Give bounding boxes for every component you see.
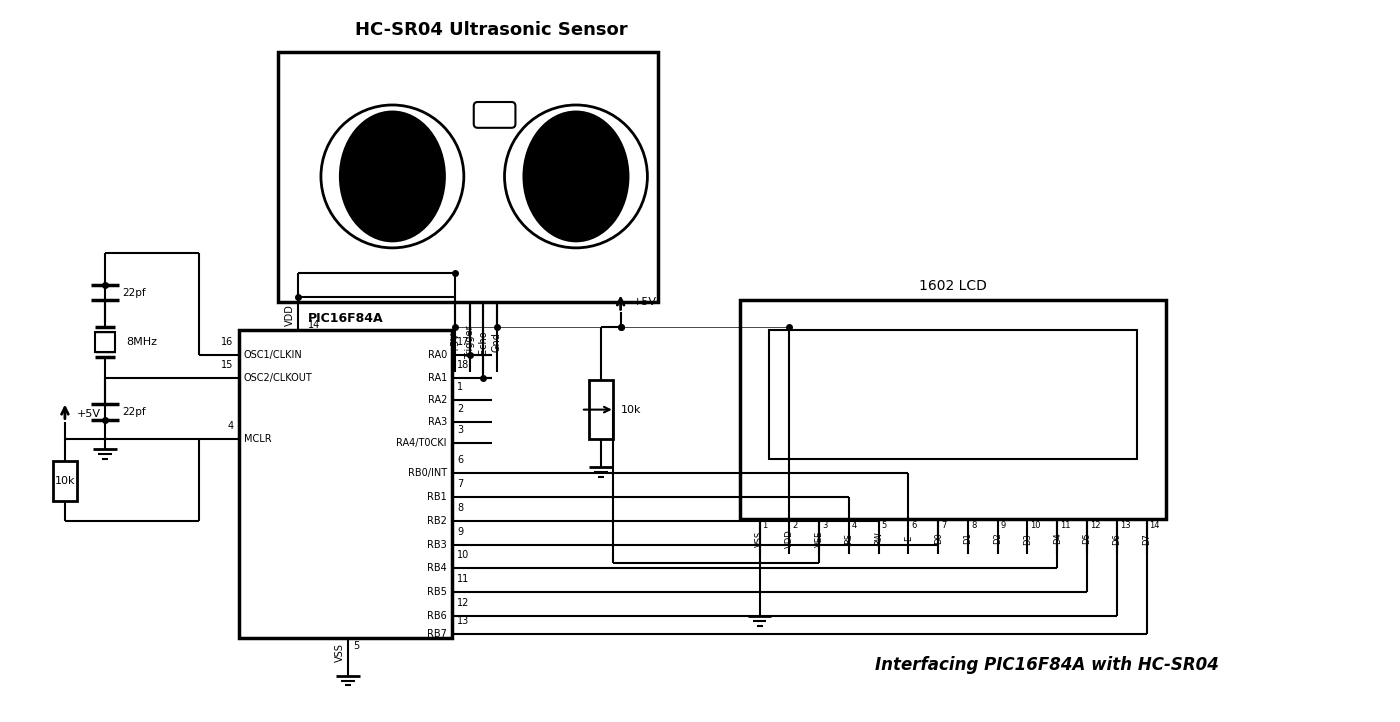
- Text: RA1: RA1: [428, 373, 447, 383]
- Text: 6: 6: [456, 455, 463, 465]
- Text: VDD: VDD: [286, 305, 295, 326]
- Text: RA3: RA3: [428, 417, 447, 427]
- Text: RB2: RB2: [427, 516, 447, 526]
- Text: +5V: +5V: [449, 331, 461, 352]
- Text: 7: 7: [941, 521, 946, 530]
- Text: 5: 5: [353, 641, 358, 651]
- Text: 8: 8: [970, 521, 976, 530]
- Text: D7: D7: [1142, 533, 1151, 544]
- Text: E: E: [904, 536, 913, 542]
- Text: 3: 3: [456, 425, 463, 435]
- Text: RS: RS: [844, 533, 854, 544]
- FancyBboxPatch shape: [473, 102, 515, 128]
- Text: 15: 15: [221, 360, 234, 370]
- Text: Trigger: Trigger: [465, 326, 475, 359]
- Text: MCLR: MCLR: [244, 435, 272, 445]
- Text: 16: 16: [221, 337, 234, 347]
- Text: 2: 2: [456, 404, 463, 414]
- Text: +5V: +5V: [633, 297, 657, 308]
- Text: 4: 4: [227, 422, 234, 432]
- Text: 8MHz: 8MHz: [126, 337, 157, 347]
- Text: 2: 2: [792, 521, 798, 530]
- Text: RB3: RB3: [427, 539, 447, 549]
- Text: 10k: 10k: [55, 476, 76, 486]
- Circle shape: [504, 105, 647, 248]
- Text: RB0/INT: RB0/INT: [407, 468, 447, 478]
- Text: 12: 12: [456, 598, 469, 608]
- Text: 9: 9: [456, 526, 463, 536]
- Text: 3: 3: [822, 521, 827, 530]
- Ellipse shape: [340, 112, 444, 241]
- Text: RB1: RB1: [427, 492, 447, 502]
- Text: RB6: RB6: [427, 611, 447, 621]
- Text: 17: 17: [456, 337, 469, 347]
- Text: 10: 10: [456, 550, 469, 560]
- Bar: [739, 300, 1166, 519]
- Text: 18: 18: [456, 360, 469, 370]
- Text: 8: 8: [456, 503, 463, 513]
- Text: D1: D1: [963, 533, 973, 544]
- Text: 4: 4: [851, 521, 857, 530]
- Text: RB4: RB4: [427, 563, 447, 573]
- Text: 10: 10: [1030, 521, 1042, 530]
- Text: 14: 14: [308, 321, 321, 330]
- Bar: [53, 461, 77, 501]
- Text: Echo: Echo: [477, 331, 487, 354]
- Bar: [770, 330, 1137, 459]
- Text: D6: D6: [1112, 533, 1121, 544]
- Text: VDD: VDD: [785, 529, 794, 548]
- Text: D3: D3: [1023, 533, 1032, 544]
- Text: 12: 12: [1091, 521, 1100, 530]
- Text: 6: 6: [911, 521, 917, 530]
- Circle shape: [321, 105, 463, 248]
- Bar: [238, 330, 452, 638]
- Text: VSS: VSS: [755, 531, 764, 547]
- Text: D2: D2: [993, 533, 1002, 544]
- Text: HC-SR04 Ultrasonic Sensor: HC-SR04 Ultrasonic Sensor: [356, 20, 629, 38]
- Text: OSC2/CLKOUT: OSC2/CLKOUT: [244, 373, 312, 383]
- Text: VEE: VEE: [815, 531, 823, 547]
- Text: +5V: +5V: [77, 409, 101, 419]
- Text: RB7: RB7: [427, 629, 447, 639]
- Text: VSS: VSS: [335, 643, 344, 662]
- Text: 10k: 10k: [620, 404, 641, 414]
- Bar: [589, 380, 613, 440]
- Text: 22pf: 22pf: [122, 406, 146, 417]
- Ellipse shape: [524, 112, 629, 241]
- Text: RA4/T0CKI: RA4/T0CKI: [396, 438, 447, 448]
- Text: Interfacing PIC16F84A with HC-SR04: Interfacing PIC16F84A with HC-SR04: [875, 656, 1219, 674]
- Text: RA0: RA0: [428, 350, 447, 360]
- Text: RA2: RA2: [427, 395, 447, 405]
- Text: 13: 13: [1120, 521, 1130, 530]
- Text: 22pf: 22pf: [122, 287, 146, 297]
- Text: D4: D4: [1053, 533, 1061, 544]
- Text: D5: D5: [1082, 533, 1092, 544]
- Text: 1: 1: [456, 382, 463, 392]
- Text: Gnd: Gnd: [491, 332, 501, 352]
- Text: OSC1/CLKIN: OSC1/CLKIN: [244, 350, 302, 360]
- Text: 14: 14: [1149, 521, 1161, 530]
- Text: PIC16F84A: PIC16F84A: [308, 312, 384, 325]
- Text: D0: D0: [934, 533, 942, 544]
- Bar: [279, 53, 658, 303]
- Text: RB5: RB5: [427, 587, 447, 597]
- Text: 9: 9: [1001, 521, 1007, 530]
- Text: 5: 5: [882, 521, 886, 530]
- Text: RW: RW: [874, 531, 883, 546]
- Text: 1: 1: [763, 521, 767, 530]
- Text: 7: 7: [456, 479, 463, 489]
- Text: 11: 11: [1060, 521, 1071, 530]
- Text: 11: 11: [456, 574, 469, 584]
- Bar: [95, 332, 115, 352]
- Text: 1602 LCD: 1602 LCD: [920, 279, 987, 292]
- Text: 13: 13: [456, 616, 469, 626]
